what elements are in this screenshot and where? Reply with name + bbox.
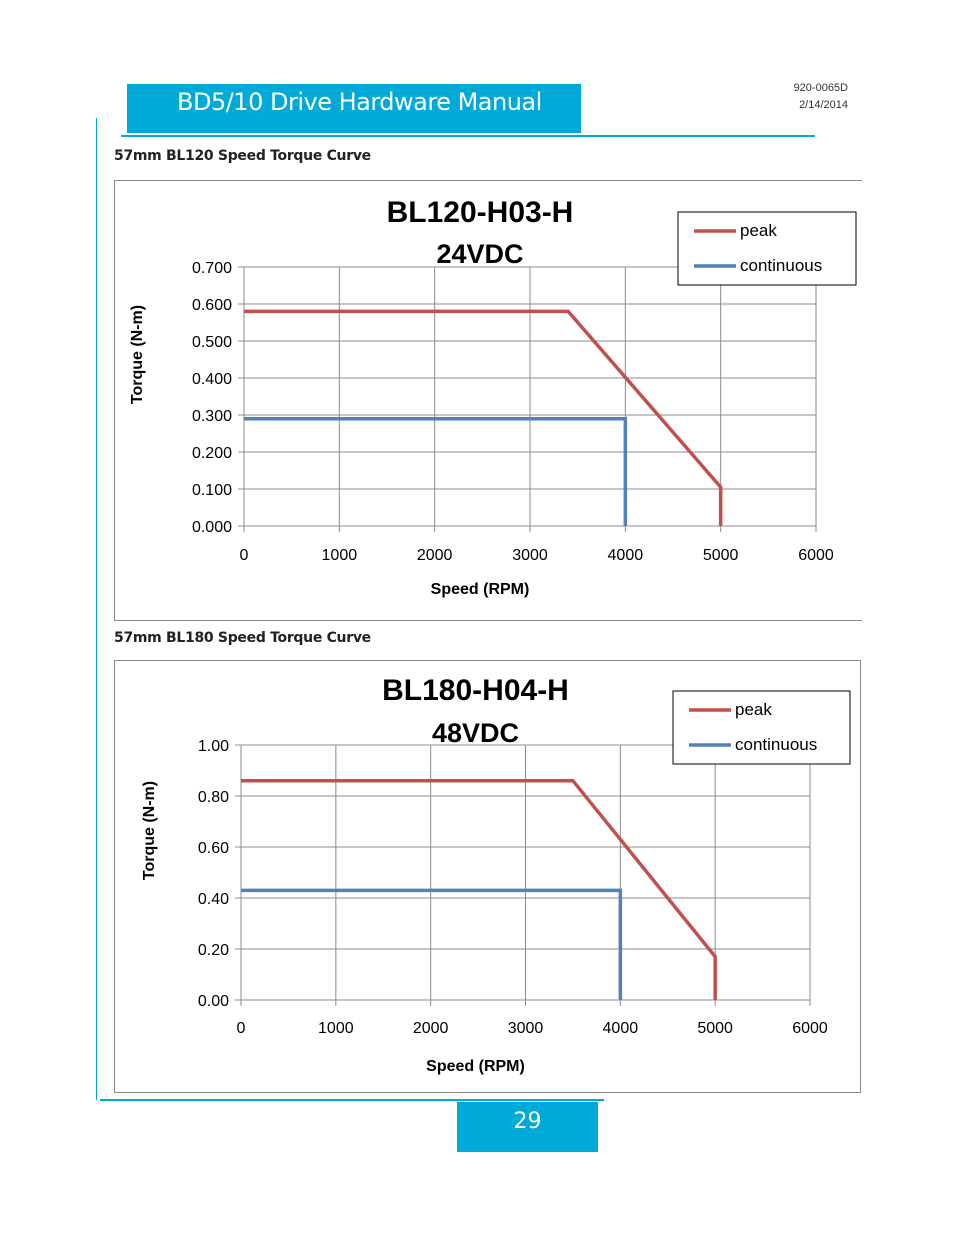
x-tick-label: 0	[240, 547, 249, 564]
gridlines	[240, 744, 811, 1001]
y-tick-label: 0.400	[192, 371, 232, 388]
y-tick-label: 0.500	[192, 334, 232, 351]
manual-title: BD5/10 Drive Hardware Manual	[177, 88, 542, 116]
x-axis-label: Speed (RPM)	[431, 581, 530, 598]
chart-title: BL120-H03-H	[387, 196, 574, 229]
x-tick-label: 4000	[603, 1020, 639, 1037]
y-tick-label: 0.20	[198, 942, 229, 959]
legend-label-continuous: continuous	[735, 735, 817, 754]
legend-box	[677, 211, 857, 286]
section-title-bl120: 57mm BL120 Speed Torque Curve	[114, 148, 371, 164]
left-margin-rule	[96, 118, 97, 1100]
y-tick-label: 0.80	[198, 789, 229, 806]
y-axis-label: Torque (N-m)	[141, 781, 158, 880]
y-tick-label: 0.300	[192, 408, 232, 425]
series-line-continuous	[241, 888, 623, 1000]
legend-label-peak: peak	[735, 700, 772, 719]
y-tick-label: 0.00	[198, 993, 229, 1010]
page-number: 29	[513, 1109, 542, 1134]
legend: peak continuous	[677, 211, 857, 286]
legend: peak continuous	[672, 690, 851, 765]
y-tick-label: 1.00	[198, 738, 229, 755]
y-tick-label: 0.60	[198, 840, 229, 857]
x-tick-label: 0	[237, 1020, 246, 1037]
footer-rule	[100, 1099, 604, 1101]
series-line-continuous	[244, 416, 628, 526]
legend-label-peak: peak	[740, 221, 777, 240]
x-axis-label: Speed (RPM)	[426, 1058, 525, 1075]
chart-subtitle: 48VDC	[432, 718, 519, 748]
document-date: 2/14/2014	[799, 99, 848, 111]
chart-bl180: 0.00 0.20 0.40 0.60 0.80 1.00 0 1000 2000 3000 400…	[114, 660, 861, 1093]
y-tick-label: 0.40	[198, 891, 229, 908]
gridlines	[243, 266, 817, 527]
section-title-bl180: 57mm BL180 Speed Torque Curve	[114, 630, 371, 646]
y-tick-label: 0.100	[192, 482, 232, 499]
x-tick-label: 4000	[608, 547, 644, 564]
x-tick-label: 6000	[792, 1020, 828, 1037]
x-tick-label: 3000	[508, 1020, 544, 1037]
y-tick-label: 0.200	[192, 445, 232, 462]
y-tick-label: 0.600	[192, 297, 232, 314]
x-tick-label: 1000	[318, 1020, 354, 1037]
x-tick-label: 5000	[697, 1020, 733, 1037]
manual-title-banner: BD5/10 Drive Hardware Manual	[127, 84, 581, 133]
chart-frame-border	[114, 180, 862, 621]
chart-title: BL180-H04-H	[382, 674, 569, 707]
x-tick-label: 2000	[413, 1020, 449, 1037]
legend-label-continuous: continuous	[740, 256, 822, 275]
document-number: 920-0065D	[793, 82, 848, 94]
x-tick-label: 5000	[703, 547, 739, 564]
document-info: 920-0065D 2/14/2014	[794, 80, 848, 114]
y-tick-label: 0.000	[192, 519, 232, 536]
series-line-peak	[244, 309, 723, 526]
x-tick-label: 2000	[417, 547, 453, 564]
chart-bl120: 0.000 0.100 0.200 0.300 0.400 0.500 0.600 0.700…	[114, 180, 862, 621]
header-rule	[121, 135, 815, 137]
y-tick-label: 0.700	[192, 260, 232, 277]
x-tick-label: 3000	[512, 547, 548, 564]
chart-subtitle: 24VDC	[436, 239, 523, 269]
page-number-box: 29	[457, 1102, 598, 1152]
chart-frame-border	[114, 660, 861, 1093]
x-tick-label: 6000	[798, 547, 834, 564]
series-line-peak	[241, 778, 717, 1000]
legend-box	[672, 690, 851, 765]
y-axis-label: Torque (N-m)	[129, 305, 146, 404]
x-tick-label: 1000	[322, 547, 358, 564]
